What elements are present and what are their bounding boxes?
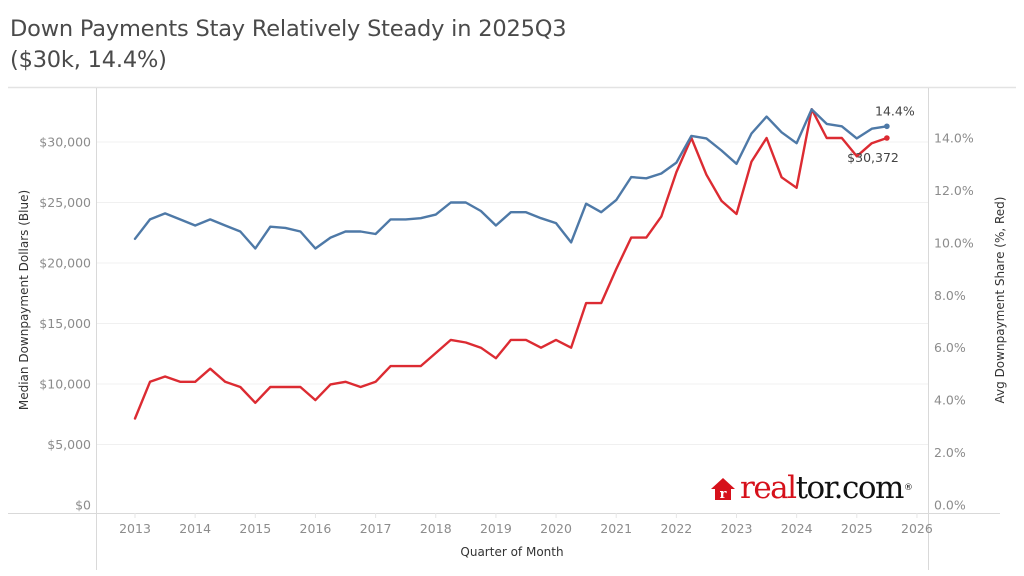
logo-text-black: tor.com	[795, 470, 905, 506]
x-axis-ticks: 2013 2014 2015 2016 2017 2018 2019 2020 2021 2022…	[119, 513, 933, 536]
end-point-blue-dollars	[884, 123, 890, 130]
right-tick-label: 8.0%	[934, 288, 966, 303]
x-tick-label: 2018	[420, 521, 452, 536]
left-tick-label: $25,000	[39, 195, 91, 210]
x-tick-label: 2023	[721, 521, 753, 536]
end-point-red-share	[884, 135, 890, 141]
left-tick-label: $20,000	[39, 256, 91, 271]
series-line-red-share	[133, 108, 889, 420]
x-tick-label: 2017	[360, 521, 392, 536]
right-tick-label: 6.0%	[934, 340, 966, 355]
x-tick-label: 2016	[300, 521, 332, 536]
realtor-logo: r real tor.com ®	[710, 471, 913, 505]
left-tick-label: $30,000	[39, 135, 91, 150]
left-axis-ticks: $0 $5,000 $10,000 $15,000 $20,000 $25,000 $30,…	[39, 135, 91, 513]
right-axis-title: Avg Downpayment Share (%, Red)	[993, 197, 1007, 404]
end-label-blue-dollars: 14.4%	[875, 103, 915, 118]
x-tick-label: 2026	[901, 521, 933, 536]
right-tick-label: 2.0%	[934, 445, 966, 460]
right-tick-label: 14.0%	[934, 131, 974, 146]
x-tick-label: 2025	[841, 521, 873, 536]
logo-text-red: real	[740, 470, 797, 506]
chart-title-line1: Down Payments Stay Relatively Steady in …	[10, 16, 567, 42]
left-tick-label: $5,000	[47, 437, 91, 452]
x-tick-label: 2024	[781, 521, 813, 536]
gridlines	[97, 141, 928, 445]
series-group: $30,372 14.4%	[133, 103, 915, 420]
x-tick-label: 2013	[119, 521, 151, 536]
chart-title-line2: ($30k, 14.4%)	[10, 47, 167, 73]
end-label-red-share: $30,372	[847, 150, 899, 165]
x-tick-label: 2020	[540, 521, 572, 536]
logo-registered-mark: ®	[903, 483, 913, 493]
left-tick-label: $0	[75, 498, 91, 513]
left-tick-label: $10,000	[39, 377, 91, 392]
chart-frame	[8, 86, 1016, 570]
right-tick-label: 10.0%	[934, 235, 974, 250]
right-tick-label: 0.0%	[934, 498, 966, 513]
x-tick-label: 2015	[239, 521, 271, 536]
x-axis-title: Quarter of Month	[460, 545, 563, 559]
chart-title: Down Payments Stay Relatively Steady in …	[10, 14, 567, 76]
x-tick-label: 2021	[600, 521, 632, 536]
right-tick-label: 4.0%	[934, 393, 966, 408]
svg-text:r: r	[720, 487, 727, 501]
x-tick-label: 2019	[480, 521, 512, 536]
left-tick-label: $15,000	[39, 316, 91, 331]
right-tick-label: 12.0%	[934, 183, 974, 198]
series-line-blue-dollars	[133, 108, 889, 250]
house-icon: r	[711, 478, 735, 501]
left-axis-title: Median Downpayment Dollars (Blue)	[17, 190, 31, 410]
x-tick-label: 2022	[660, 521, 692, 536]
x-tick-label: 2014	[179, 521, 211, 536]
right-axis-ticks: 0.0% 2.0% 4.0% 6.0% 8.0% 10.0% 12.0% 14.0%	[934, 131, 974, 513]
